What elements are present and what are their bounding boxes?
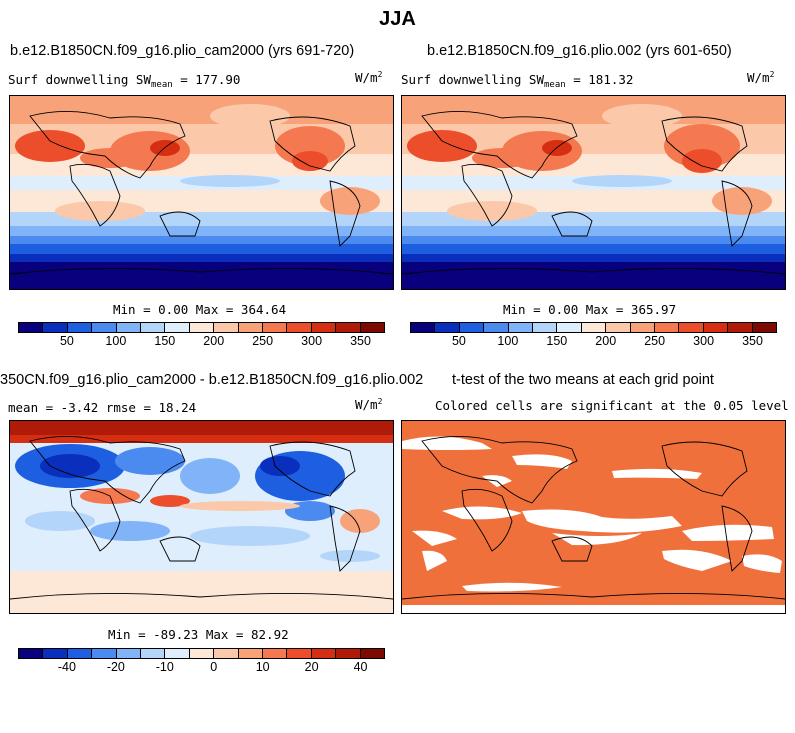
panel2-colorbar-swatch	[581, 323, 607, 332]
panel2-mean-value: = 181.32	[573, 72, 634, 87]
panel1-colorbar-swatch	[287, 323, 312, 332]
panel1-mean-label: mean	[151, 80, 173, 90]
panel3-colorbar-tick-label: -10	[155, 660, 174, 674]
panel2-colorbar-swatch	[728, 323, 753, 332]
panel2-colorbar-ticks: 50 100 150 200 250 300 350	[410, 334, 777, 350]
panel2-colorbar-swatch	[679, 323, 704, 332]
panel3-colorbar-swatch	[263, 649, 288, 658]
panel3-colorbar-swatch	[19, 649, 44, 658]
panel3-title: 350CN.f09_g16.plio_cam2000 - b.e12.B1850…	[0, 372, 424, 388]
panel1-map	[9, 95, 394, 290]
panel1-colorbar-tick-label: 50	[59, 334, 74, 348]
panel1-colorbar-swatch	[214, 323, 239, 332]
panel1-colorbar-swatch	[336, 323, 361, 332]
panel2-colorbar-tick-label: 100	[497, 334, 519, 348]
panel2-colorbar-tick-label: 50	[451, 334, 466, 348]
panel1-units: W/m2	[355, 70, 383, 85]
panel2-colorbar-swatch	[630, 323, 656, 332]
panel2-colorbar-swatch	[557, 323, 582, 332]
panel3-colorbar-swatch	[336, 649, 361, 658]
panel1-colorbar-swatch	[141, 323, 166, 332]
panel2-colorbar-swatch	[411, 323, 436, 332]
panel1-colorbar-swatch	[116, 323, 142, 332]
panel2-map	[401, 95, 786, 290]
figure-title: JJA	[379, 8, 416, 30]
panel2-colorbar-swatch	[435, 323, 460, 332]
panel3-colorbar-tick-label: 0	[210, 660, 218, 674]
panel3-colorbar-swatch	[360, 649, 385, 658]
panel3-minmax: Min = -89.23 Max = 82.92	[108, 627, 289, 642]
panel1-colorbar-tick-label: 350	[350, 334, 371, 348]
panel1-colorbar-swatch	[67, 323, 93, 332]
panel3-units: W/m2	[355, 397, 383, 412]
panel1-title: b.e12.B1850CN.f09_g16.plio_cam2000 (yrs …	[10, 43, 355, 59]
panel2-variable-mean: Surf downwelling SWmean = 181.32	[401, 72, 634, 90]
panel2-colorbar	[410, 322, 777, 333]
panel4-title: t-test of the two means at each grid poi…	[452, 372, 714, 388]
panel2-colorbar-tick-label: 150	[546, 334, 568, 348]
panel1-colorbar-swatch	[92, 323, 117, 332]
panel2-colorbar-swatch	[606, 323, 631, 332]
panel1-colorbar-swatch	[165, 323, 190, 332]
panel1-colorbar	[18, 322, 385, 333]
panel2-colorbar-tick-label: 300	[693, 334, 715, 348]
panel1-colorbar-tick-label: 300	[301, 334, 323, 348]
panel1-colorbar-swatch	[238, 323, 264, 332]
panel3-colorbar-swatch	[189, 649, 215, 658]
panel3-colorbar-swatch	[214, 649, 239, 658]
panel3-colorbar-swatch	[287, 649, 312, 658]
panel1-colorbar-swatch	[189, 323, 215, 332]
panel3-colorbar-swatch	[311, 649, 337, 658]
panel3-colorbar-tick-label: 40	[353, 660, 368, 674]
panel3-stats: mean = -3.42 rmse = 18.24	[8, 400, 197, 415]
panel4-map	[401, 420, 786, 614]
panel1-colorbar-swatch	[19, 323, 44, 332]
panel3-colorbar-swatch	[92, 649, 117, 658]
panel2-colorbar-swatch	[752, 323, 777, 332]
panel3-colorbar-ticks: -40 -20 -10 0 10 20 40	[18, 660, 385, 676]
panel3-colorbar	[18, 648, 385, 659]
panel3-colorbar-tick-label: 20	[304, 660, 319, 674]
panel2-colorbar-swatch	[655, 323, 680, 332]
panel3-map	[9, 420, 394, 614]
panel1-colorbar-ticks: 50 100 150 200 250 300 350	[18, 334, 385, 350]
panel3-colorbar-tick-label: 10	[255, 660, 270, 674]
panel1-colorbar-tick-label: 250	[252, 334, 274, 348]
panel2-units: W/m2	[747, 70, 775, 85]
panel1-colorbar-swatch	[43, 323, 68, 332]
panel2-title: b.e12.B1850CN.f09_g16.plio.002 (yrs 601-…	[427, 43, 732, 59]
panel2-colorbar-swatch	[533, 323, 558, 332]
panel1-minmax: Min = 0.00 Max = 364.64	[113, 302, 287, 317]
panel2-colorbar-tick-label: 200	[595, 334, 617, 348]
panel2-variable: Surf downwelling SW	[401, 72, 544, 87]
panel1-variable: Surf downwelling SW	[8, 72, 151, 87]
panel3-colorbar-swatch	[238, 649, 264, 658]
panel3-colorbar-swatch	[43, 649, 68, 658]
panel2-colorbar-swatch	[459, 323, 485, 332]
panel3-colorbar-tick-label: -40	[57, 660, 76, 674]
panel2-minmax: Min = 0.00 Max = 365.97	[503, 302, 677, 317]
panel3-colorbar-swatch	[165, 649, 190, 658]
panel3-colorbar-tick-label: -20	[106, 660, 125, 674]
panel1-colorbar-tick-label: 200	[203, 334, 225, 348]
panel3-colorbar-swatch	[116, 649, 142, 658]
panel1-variable-mean: Surf downwelling SWmean = 177.90	[8, 72, 241, 90]
panel1-colorbar-tick-label: 100	[105, 334, 127, 348]
panel1-colorbar-swatch	[360, 323, 385, 332]
panel3-colorbar-swatch	[67, 649, 93, 658]
panel2-mean-label: mean	[544, 80, 566, 90]
panel2-colorbar-tick-label: 250	[644, 334, 666, 348]
panel1-colorbar-swatch	[311, 323, 337, 332]
panel2-colorbar-swatch	[703, 323, 729, 332]
panel2-colorbar-tick-label: 350	[742, 334, 763, 348]
panel1-colorbar-tick-label: 150	[154, 334, 176, 348]
panel1-colorbar-swatch	[263, 323, 288, 332]
panel2-colorbar-swatch	[484, 323, 509, 332]
panel4-subtitle: Colored cells are significant at the 0.0…	[435, 398, 789, 413]
panel3-colorbar-swatch	[141, 649, 166, 658]
panel2-colorbar-swatch	[508, 323, 534, 332]
panel1-mean-value: = 177.90	[180, 72, 241, 87]
